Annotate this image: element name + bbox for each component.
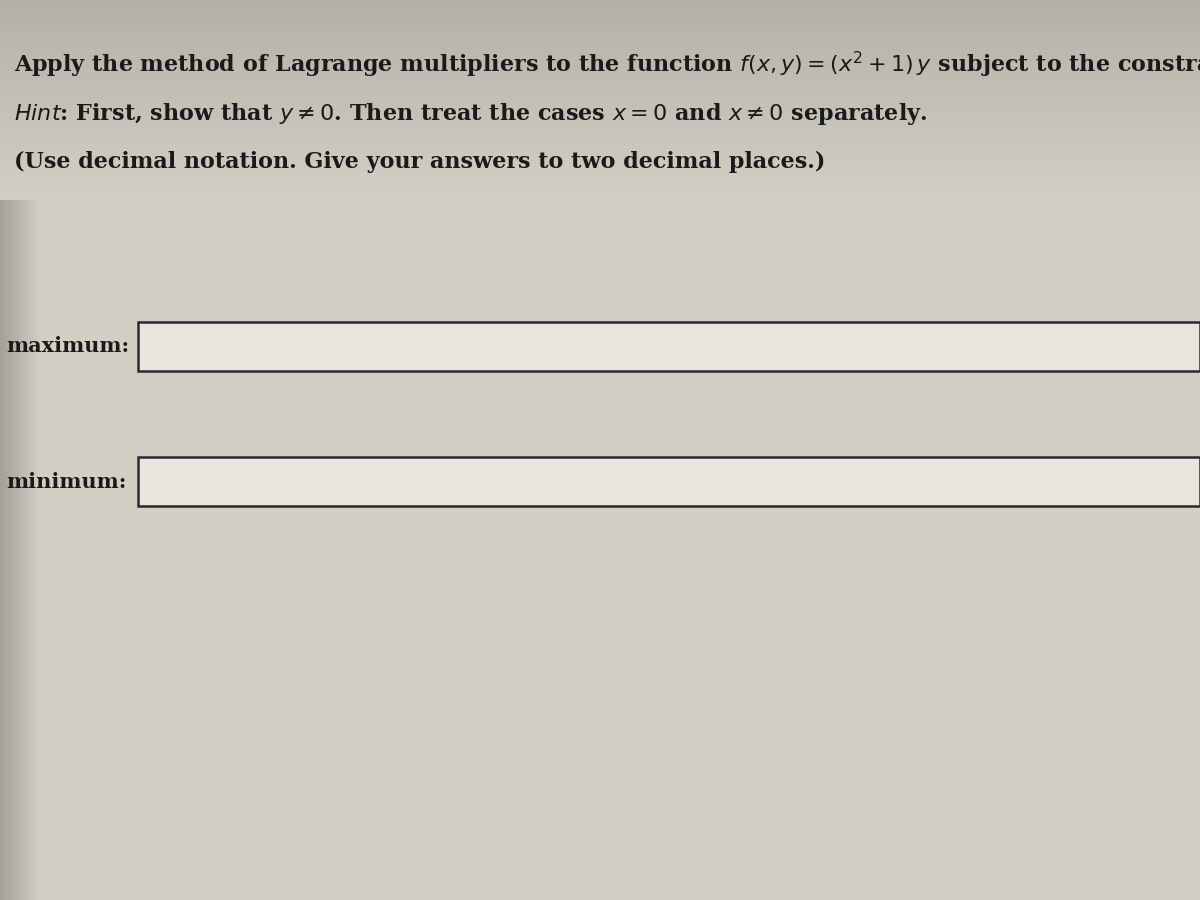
Text: Apply the method of Lagrange multipliers to the function $f(x, y) = (x^2 + 1)\,y: Apply the method of Lagrange multipliers… xyxy=(14,50,1200,80)
FancyBboxPatch shape xyxy=(138,457,1200,506)
Text: (Use decimal notation. Give your answers to two decimal places.): (Use decimal notation. Give your answers… xyxy=(14,151,826,174)
Text: maximum:: maximum: xyxy=(6,337,130,356)
FancyBboxPatch shape xyxy=(138,321,1200,371)
Text: $\mathbf{\mathit{Hint}}$: First, show that $y \neq 0$. Then treat the cases $x =: $\mathbf{\mathit{Hint}}$: First, show th… xyxy=(14,101,928,127)
Text: minimum:: minimum: xyxy=(6,472,126,491)
